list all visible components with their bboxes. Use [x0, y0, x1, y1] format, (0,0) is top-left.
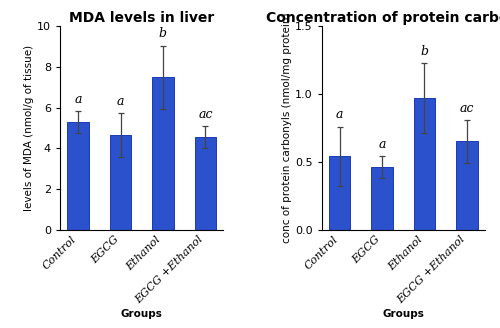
Bar — [329, 156, 350, 230]
Bar — [414, 98, 435, 230]
Bar — [152, 77, 174, 230]
Bar — [195, 137, 216, 230]
Text: ac: ac — [460, 102, 474, 115]
Title: Concentration of protein carbonyls: Concentration of protein carbonyls — [266, 11, 500, 25]
Text: b: b — [159, 28, 167, 40]
Text: b: b — [420, 45, 428, 58]
Bar — [68, 122, 88, 230]
Y-axis label: levels of MDA (nmol/g of tissue): levels of MDA (nmol/g of tissue) — [24, 45, 34, 211]
X-axis label: Groups: Groups — [121, 309, 162, 319]
Bar — [372, 167, 392, 230]
Text: a: a — [336, 109, 344, 121]
Bar — [456, 141, 477, 230]
Text: a: a — [117, 94, 124, 108]
Text: a: a — [74, 92, 82, 106]
Title: MDA levels in liver: MDA levels in liver — [69, 11, 214, 25]
X-axis label: Groups: Groups — [382, 309, 424, 319]
Text: ac: ac — [198, 108, 212, 121]
Y-axis label: conc of protein carbonyls (nmol/mg protein): conc of protein carbonyls (nmol/mg prote… — [282, 13, 292, 243]
Text: a: a — [378, 138, 386, 151]
Bar — [110, 135, 131, 230]
